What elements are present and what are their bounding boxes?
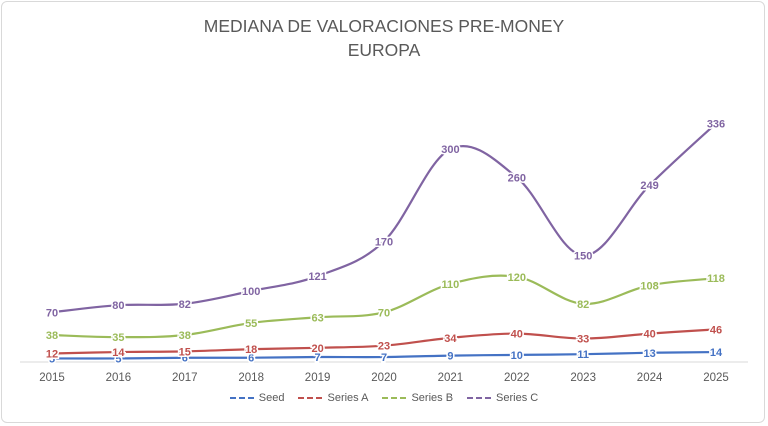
data-label-series-b-2021: 110 — [442, 279, 460, 291]
data-label-series-b-2016: 35 — [112, 332, 124, 344]
data-label-series-b-2018: 55 — [245, 318, 257, 330]
data-label-series-b-2024: 108 — [640, 280, 658, 292]
series-line-seed — [51, 350, 717, 360]
data-label-series-c-2022: 260 — [508, 172, 526, 184]
data-label-series-b-2019: 63 — [311, 312, 323, 324]
data-label-seed-2022: 10 — [511, 350, 523, 362]
data-label-series-a-2023: 33 — [577, 334, 589, 346]
legend-item-series-b: Series B — [382, 392, 453, 404]
chart-subtitle: EUROPA — [347, 40, 421, 60]
data-label-series-b-2020: 70 — [378, 307, 390, 319]
data-label-seed-2021: 9 — [447, 351, 453, 363]
data-label-series-a-2017: 15 — [179, 346, 191, 358]
legend-item-series-c: Series C — [467, 392, 538, 404]
data-label-series-a-2015: 12 — [46, 348, 58, 360]
data-label-seed-2015: 5 — [49, 353, 55, 365]
data-label-series-a-2019: 20 — [311, 343, 323, 355]
x-tick-label-2022: 2022 — [504, 372, 530, 384]
data-label-series-c-2018: 100 — [242, 286, 260, 298]
data-label-series-b-2015: 38 — [46, 330, 58, 342]
data-label-series-a-2025: 46 — [710, 324, 722, 336]
data-label-series-c-2020: 170 — [375, 236, 393, 248]
legend-swatch-series-b — [382, 397, 407, 399]
data-label-series-c-2016: 80 — [112, 300, 124, 312]
data-label-series-c-2023: 150 — [574, 251, 592, 263]
legend-label-series-b: Series B — [411, 392, 454, 404]
data-label-seed-2025: 14 — [710, 347, 723, 359]
data-label-series-c-2019: 121 — [308, 271, 326, 283]
x-tick-label-2020: 2020 — [371, 372, 397, 384]
data-label-seed-2019: 7 — [315, 352, 321, 364]
series-line-series-b — [51, 274, 717, 339]
x-tick-label-2015: 2015 — [39, 372, 65, 384]
data-label-seed-2024: 13 — [643, 348, 655, 360]
x-tick-label-2025: 2025 — [703, 372, 729, 384]
data-label-series-a-2024: 40 — [643, 329, 655, 341]
chart-legend: Seed Series A Series B Series C — [0, 392, 768, 404]
x-tick-label-2016: 2016 — [106, 372, 132, 384]
data-label-seed-2017: 6 — [182, 353, 188, 365]
data-label-series-c-2021: 300 — [441, 144, 459, 156]
data-label-series-c-2025: 336 — [707, 118, 725, 130]
x-tick-label-2017: 2017 — [172, 372, 198, 384]
data-label-series-c-2024: 249 — [640, 180, 658, 192]
x-tick-label-2024: 2024 — [637, 372, 663, 384]
x-tick-label-2021: 2021 — [438, 372, 464, 384]
data-label-series-b-2025: 118 — [707, 273, 725, 285]
data-label-seed-2018: 6 — [248, 353, 254, 365]
legend-label-seed: Seed — [258, 392, 285, 404]
data-label-series-b-2023: 82 — [577, 299, 589, 311]
legend-swatch-series-a — [298, 397, 323, 399]
series-line-series-a — [51, 328, 717, 355]
data-label-series-c-2015: 70 — [46, 307, 58, 319]
legend-swatch-seed — [229, 397, 254, 399]
legend-label-series-c: Series C — [496, 392, 539, 404]
legend-label-series-a: Series A — [327, 392, 369, 404]
data-label-seed-2020: 7 — [381, 352, 387, 364]
data-label-seed-2016: 5 — [115, 353, 121, 365]
data-label-series-a-2022: 40 — [511, 329, 523, 341]
chart-title: MEDIANA DE VALORACIONES PRE-MONEY — [203, 16, 565, 36]
data-label-series-b-2022: 120 — [508, 272, 526, 284]
x-tick-label-2019: 2019 — [305, 372, 331, 384]
legend-item-series-a: Series A — [298, 392, 368, 404]
data-label-series-c-2017: 82 — [179, 299, 191, 311]
series-line-series-c — [51, 122, 717, 314]
data-label-series-a-2021: 34 — [444, 333, 457, 345]
legend-swatch-series-c — [467, 397, 492, 399]
x-tick-label-2018: 2018 — [238, 372, 264, 384]
data-label-seed-2023: 11 — [577, 349, 589, 361]
data-label-series-a-2018: 18 — [245, 344, 257, 356]
x-tick-label-2023: 2023 — [570, 372, 596, 384]
data-label-series-a-2020: 23 — [378, 341, 390, 353]
data-label-series-b-2017: 38 — [179, 330, 191, 342]
legend-item-seed: Seed — [229, 392, 285, 404]
data-label-series-a-2016: 14 — [112, 347, 125, 359]
